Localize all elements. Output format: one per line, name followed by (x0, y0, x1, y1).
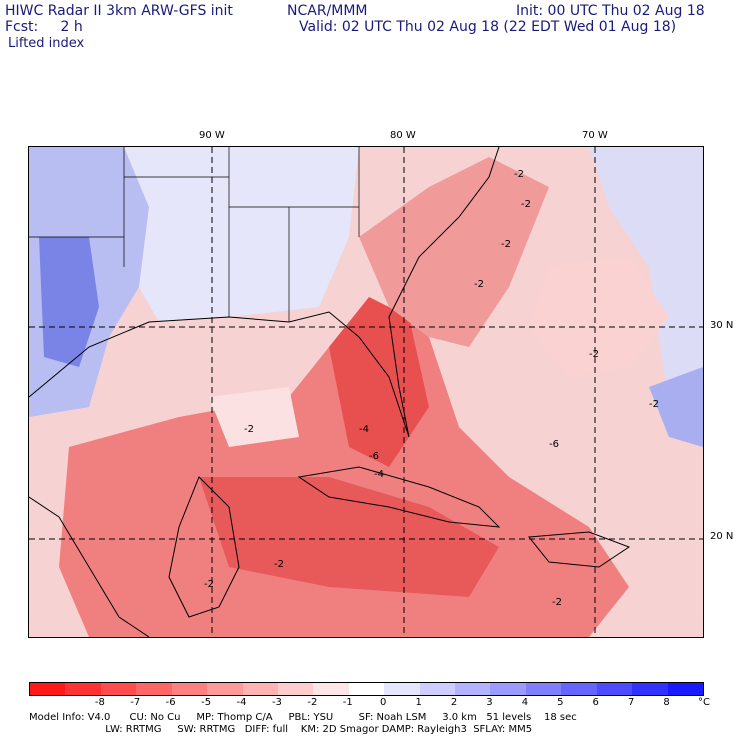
colorbar-tick-label: -8 (94, 697, 105, 708)
colorbar-swatch (667, 683, 704, 695)
contour-label: -2 (474, 279, 484, 290)
pale-gulf-center (209, 387, 299, 447)
colorbar-tick-label: 3 (486, 697, 493, 708)
contour-label: -2 (501, 239, 511, 250)
contour-label: -2 (649, 399, 659, 410)
colorbar-tick-label: -1 (342, 697, 353, 708)
blue-region-east-core (649, 367, 703, 447)
header-line1-left: HIWC Radar II 3km ARW-GFS init (5, 3, 233, 19)
colorbar-tick-label: 4 (521, 697, 529, 708)
blue-region-east (589, 147, 703, 447)
colorbar-tick-label: 7 (627, 697, 635, 708)
colorbar-swatch (100, 683, 137, 695)
pale-atlantic (529, 257, 669, 377)
contour-label: -2 (552, 597, 562, 608)
contour-labels: -2 -2 -2 -2 -2 -4 -4 -6 -6 -2 -2 -2 -2 -2 (204, 169, 659, 608)
colorbar-tick-label: 1 (415, 697, 422, 708)
header-line1-mid: NCAR/MMM (287, 3, 368, 19)
lon-label-70w: 70 W (582, 130, 608, 141)
colorbar-tick-label: -4 (236, 697, 247, 708)
header-line2-left: Fcst: 2 h (5, 19, 83, 35)
colorbar-tick-label: -5 (201, 697, 212, 708)
coastline-us (29, 147, 500, 438)
colorbar-swatch (242, 683, 278, 695)
colorbar-tick-label: 5 (557, 697, 564, 708)
colorbar-unit: °C (698, 697, 710, 708)
header-line2-right: Valid: 02 UTC Thu 02 Aug 18 (22 EDT Wed … (299, 19, 677, 35)
colorbar-swatch (207, 683, 243, 695)
map-canvas: -2 -2 -2 -2 -2 -4 -4 -6 -6 -2 -2 -2 -2 -2 (29, 147, 703, 637)
red-atlantic-coast (359, 157, 549, 347)
colorbar-swatch (490, 683, 526, 695)
colorbar-swatch (277, 683, 314, 695)
header-line1-right: Init: 00 UTC Thu 02 Aug 18 (516, 3, 705, 19)
colorbar-swatch (171, 683, 208, 695)
colorbar-swatch (525, 683, 562, 695)
lon-label-80w: 80 W (390, 130, 416, 141)
colorbar-swatch (561, 683, 597, 695)
coastline-cuba (297, 466, 501, 528)
contour-label: -4 (359, 424, 369, 435)
colorbar-swatch (30, 683, 66, 695)
strong-red-caribbean (199, 477, 499, 597)
colorbar-swatch (136, 683, 172, 695)
lon-label-90w: 90 W (199, 130, 225, 141)
contour-label: -2 (244, 424, 254, 435)
coastline-mexico (29, 496, 150, 637)
colorbar-tick-label: -2 (307, 697, 318, 708)
colorbar-swatch (632, 683, 668, 695)
contour-label: -6 (549, 439, 559, 450)
contour-label: -2 (589, 349, 599, 360)
colorbar (29, 682, 704, 696)
colorbar-tick-label: 0 (380, 697, 387, 708)
contour-label: -2 (514, 169, 524, 180)
colorbar-tick-label: -3 (271, 697, 282, 708)
contour-label: -2 (521, 199, 531, 210)
contour-label: -2 (204, 579, 214, 590)
lat-label-20n: 20 N (710, 531, 734, 542)
lat-label-30n: 30 N (710, 320, 734, 331)
coastline-hispaniola (528, 531, 631, 568)
colorbar-swatch (348, 683, 385, 695)
colorbar-swatch (455, 683, 491, 695)
colorbar-swatch (313, 683, 349, 695)
lifted-index-map: -2 -2 -2 -2 -2 -4 -4 -6 -6 -2 -2 -2 -2 -2 (28, 146, 704, 638)
blue-region-west-core (39, 237, 99, 367)
footer-line2: LW: RRTMG SW: RRTMG DIFF: full KM: 2D Sm… (29, 724, 533, 735)
colorbar-swatch (419, 683, 456, 695)
colorbar-tick-label: 8 (663, 697, 670, 708)
colorbar-swatch (65, 683, 101, 695)
state-borders (29, 147, 360, 322)
contour-label: -6 (369, 451, 379, 462)
footer-line1: Model Info: V4.0 CU: No Cu MP: Thomp C/A… (29, 712, 577, 723)
colorbar-tick-label: -6 (165, 697, 176, 708)
coastline-yucatan (168, 476, 240, 618)
colorbar-tick-label: 2 (450, 697, 458, 708)
field-name: Lifted index (8, 36, 85, 51)
contour-label: -2 (274, 559, 284, 570)
contour-label: -4 (374, 469, 384, 480)
colorbar-tick-label: -7 (130, 697, 141, 708)
colorbar-swatch (384, 683, 420, 695)
colorbar-swatch (596, 683, 633, 695)
colorbar-tick-label: 6 (592, 697, 599, 708)
light-region-southeast-us (124, 147, 359, 322)
